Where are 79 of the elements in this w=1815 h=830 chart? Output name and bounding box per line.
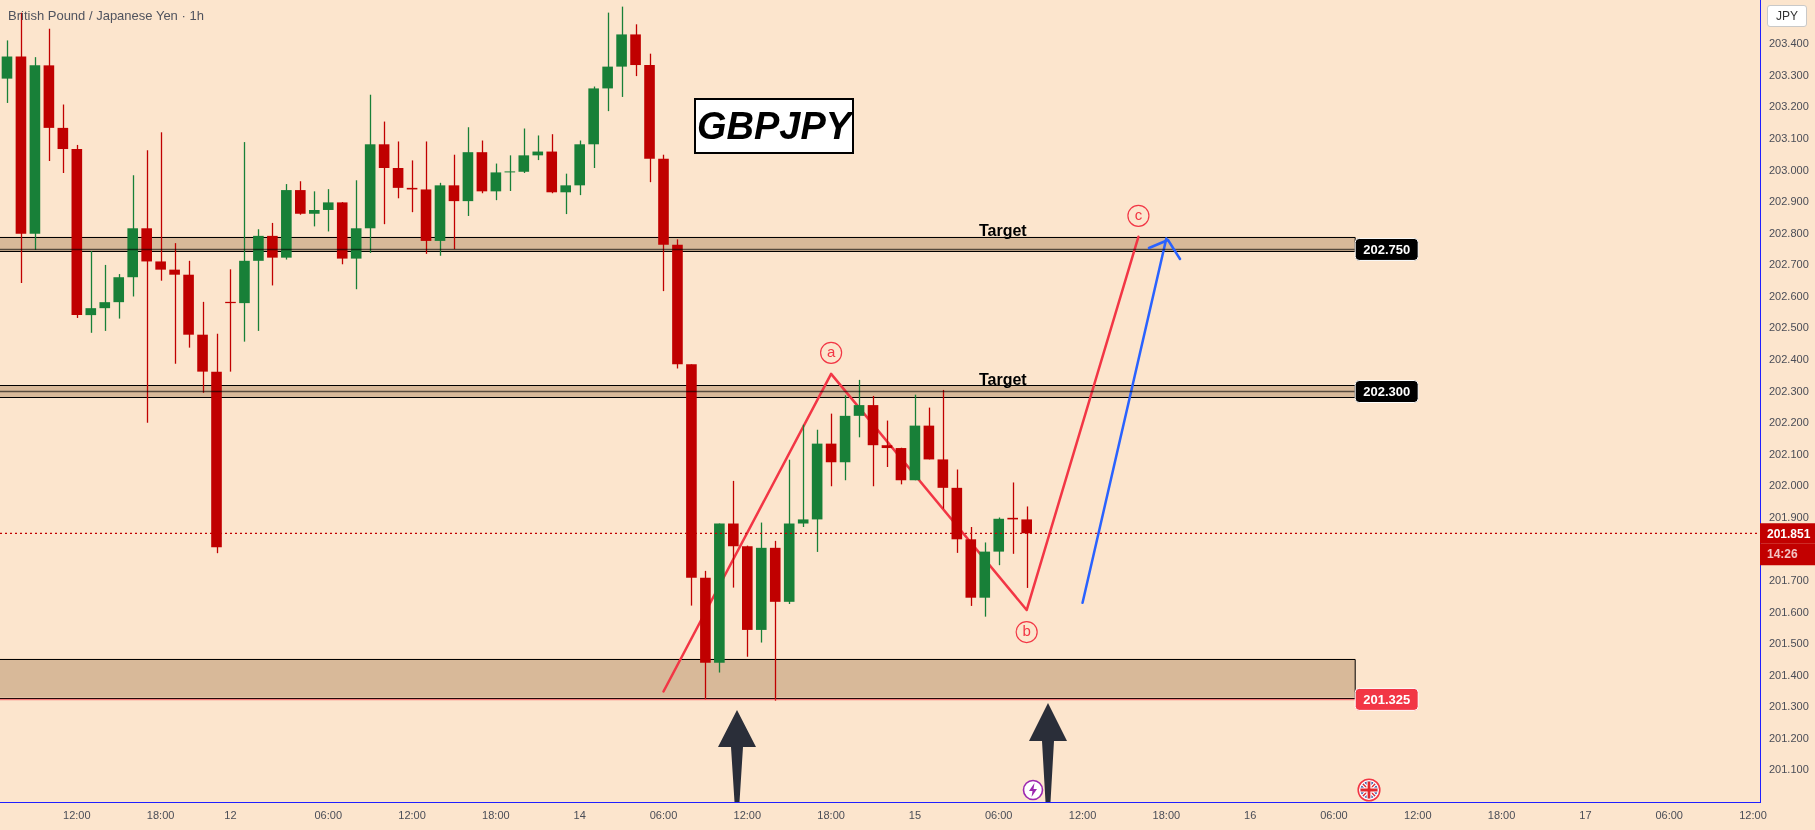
x-tick-label: 17: [1579, 808, 1592, 821]
candlestick: [825, 412, 837, 487]
candlestick: [881, 419, 893, 468]
x-tick-label: 12:00: [398, 808, 426, 821]
candlestick: [99, 264, 111, 332]
x-tick-label: 18:00: [146, 808, 175, 821]
y-tick-label: 201.900: [1769, 510, 1809, 523]
y-tick-label: 201.700: [1769, 574, 1809, 587]
candlestick: [1, 39, 13, 104]
y-tick-label: 202.300: [1769, 384, 1809, 397]
y-tick-label: 202.100: [1769, 447, 1809, 460]
x-tick-label: 12:00: [1739, 808, 1767, 821]
candlestick: [378, 120, 390, 225]
band-label: Target: [978, 370, 1028, 388]
y-tick-label: 202.700: [1769, 258, 1809, 271]
x-tick-label: 12:00: [63, 808, 91, 821]
annotation: a: [826, 342, 836, 360]
candlestick: [169, 242, 180, 365]
candlestick: [322, 188, 334, 233]
ref-line-label: 201.851: [1767, 526, 1811, 541]
x-tick-label: 12:00: [1068, 808, 1097, 821]
x-tick-label: 06:00: [649, 808, 678, 821]
y-tick-label: 203.400: [1769, 37, 1809, 50]
x-tick-label: 06:00: [314, 808, 343, 821]
candlestick: [797, 424, 809, 528]
band-label: Target: [978, 222, 1028, 240]
y-tick-label: 203.200: [1769, 100, 1809, 113]
text: British Pound / Japanese Yen · 1h: [8, 8, 204, 24]
x-tick-label: 12: [224, 808, 237, 821]
ref-line-label: 201.325: [1363, 691, 1411, 707]
candlestick: [853, 379, 865, 438]
candlestick: [85, 250, 97, 334]
candlestick: [602, 11, 613, 112]
x-tick-label: 15: [908, 808, 922, 821]
candlestick: [392, 140, 404, 199]
ref-line-label: 202.300: [1363, 384, 1411, 400]
x-tick-label: 06:00: [1320, 808, 1348, 821]
x-tick-label: 12:00: [1404, 808, 1432, 821]
y-tick-label: 201.600: [1769, 605, 1809, 618]
candlestick: [448, 154, 460, 250]
y-tick-label: 202.200: [1769, 416, 1809, 429]
candlestick: [267, 222, 278, 287]
x-tick-label: 18:00: [1152, 808, 1181, 821]
y-tick-label: 202.600: [1769, 289, 1809, 302]
candlestick: [308, 190, 320, 228]
candlestick: [295, 180, 306, 216]
y-tick-label: 202.000: [1769, 479, 1809, 492]
y-tick-label: 202.400: [1769, 352, 1809, 365]
x-tick-label: 18:00: [482, 808, 510, 821]
y-tick-label: 201.300: [1769, 700, 1809, 713]
x-tick-label: 18:00: [1487, 808, 1516, 821]
y-tick-label: 201.500: [1769, 637, 1809, 650]
y-tick-label: 201.100: [1769, 763, 1809, 776]
y-axis-title: JPY: [1767, 5, 1807, 27]
candlestick: [57, 103, 69, 174]
y-tick-label: 202.500: [1769, 321, 1809, 334]
x-tick-label: 18:00: [817, 808, 845, 821]
annotation: b: [1022, 622, 1031, 640]
ref-line-label: 202.750: [1363, 242, 1411, 258]
x-tick-label: 14: [573, 808, 586, 821]
y-tick-label: 203.300: [1769, 68, 1809, 81]
candlestick: [490, 162, 502, 201]
y-tick-label: 202.900: [1769, 195, 1809, 208]
candlestick: [155, 131, 166, 282]
y-tick-label: 203.000: [1769, 163, 1809, 176]
text: GBPJPY: [694, 98, 854, 154]
annotation: c: [1134, 205, 1143, 223]
candlestick: [504, 154, 516, 192]
y-tick-label: 201.400: [1769, 668, 1809, 681]
y-tick-label: 202.800: [1769, 226, 1809, 239]
text: 14:26: [1767, 546, 1799, 561]
x-tick-label: 16: [1244, 808, 1257, 821]
x-tick-label: 06:00: [984, 808, 1013, 821]
candlestick: [560, 173, 572, 215]
y-tick-label: 203.100: [1769, 131, 1809, 144]
candlestick: [518, 127, 530, 174]
x-tick-label: 12:00: [733, 808, 762, 821]
x-tick-label: 06:00: [1655, 808, 1683, 821]
y-tick-label: 201.200: [1769, 731, 1809, 744]
